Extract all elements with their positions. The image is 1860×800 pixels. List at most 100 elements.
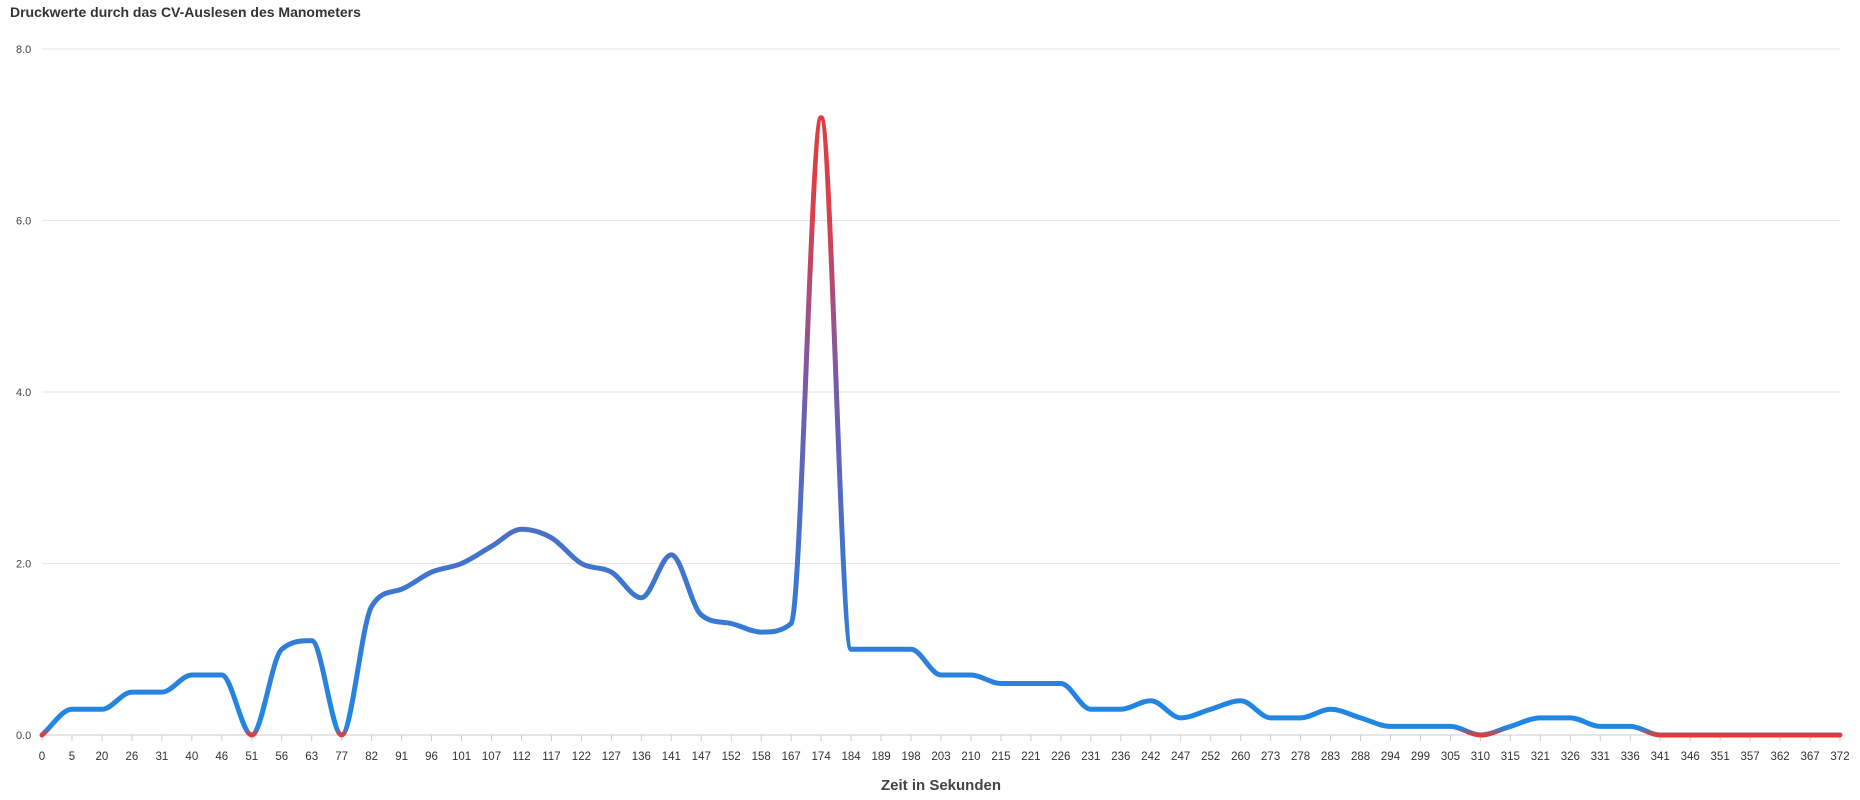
data-point[interactable] bbox=[368, 602, 376, 610]
data-point[interactable] bbox=[338, 731, 346, 739]
y-tick-label: 2.0 bbox=[16, 559, 31, 571]
x-tick-label: 127 bbox=[602, 751, 621, 763]
x-tick-label: 174 bbox=[812, 751, 832, 763]
data-point[interactable] bbox=[1297, 714, 1305, 722]
data-point[interactable] bbox=[1506, 722, 1514, 730]
data-point[interactable] bbox=[128, 688, 136, 696]
x-tick-label: 305 bbox=[1441, 751, 1460, 763]
data-point[interactable] bbox=[1327, 705, 1335, 713]
data-point[interactable] bbox=[1357, 714, 1365, 722]
data-point[interactable] bbox=[937, 671, 945, 679]
data-point[interactable] bbox=[847, 645, 855, 653]
data-point[interactable] bbox=[1806, 731, 1814, 739]
data-point[interactable] bbox=[38, 731, 46, 739]
x-tick-label: 294 bbox=[1381, 751, 1401, 763]
x-tick-label: 63 bbox=[305, 751, 318, 763]
data-point[interactable] bbox=[1147, 697, 1155, 705]
x-tick-label: 77 bbox=[335, 751, 348, 763]
data-point[interactable] bbox=[68, 705, 76, 713]
data-point[interactable] bbox=[1716, 731, 1724, 739]
data-point[interactable] bbox=[817, 114, 825, 122]
series-layer bbox=[38, 114, 1844, 739]
x-tick-label: 321 bbox=[1531, 751, 1550, 763]
x-tick-label: 136 bbox=[632, 751, 651, 763]
x-tick-label: 299 bbox=[1411, 751, 1430, 763]
data-point[interactable] bbox=[1387, 722, 1395, 730]
x-tick-label: 167 bbox=[782, 751, 801, 763]
data-point[interactable] bbox=[1207, 705, 1215, 713]
x-tick-label: 231 bbox=[1081, 751, 1100, 763]
data-point[interactable] bbox=[607, 568, 615, 576]
data-point[interactable] bbox=[428, 568, 436, 576]
data-point[interactable] bbox=[1656, 731, 1664, 739]
data-point[interactable] bbox=[98, 705, 106, 713]
data-point[interactable] bbox=[1746, 731, 1754, 739]
x-tick-labels: 0 5 20 26 31 40 46 51 56 63 77 82 91 96 101 107 112 117 12… bbox=[39, 735, 1850, 763]
data-point[interactable] bbox=[218, 671, 226, 679]
x-tick-label: 351 bbox=[1711, 751, 1730, 763]
data-point[interactable] bbox=[398, 585, 406, 593]
data-point[interactable] bbox=[877, 645, 885, 653]
data-point[interactable] bbox=[1566, 714, 1574, 722]
data-point[interactable] bbox=[547, 534, 555, 542]
data-point[interactable] bbox=[278, 645, 286, 653]
x-tick-label: 147 bbox=[692, 751, 711, 763]
data-point[interactable] bbox=[1596, 722, 1604, 730]
x-tick-label: 152 bbox=[722, 751, 741, 763]
x-axis-label: Zeit in Sekunden bbox=[881, 777, 1001, 794]
x-tick-label: 189 bbox=[871, 751, 890, 763]
x-tick-label: 203 bbox=[931, 751, 950, 763]
data-point[interactable] bbox=[1536, 714, 1544, 722]
x-tick-label: 122 bbox=[572, 751, 591, 763]
data-point[interactable] bbox=[787, 620, 795, 628]
data-point[interactable] bbox=[697, 611, 705, 619]
data-point[interactable] bbox=[158, 688, 166, 696]
x-tick-label: 210 bbox=[961, 751, 980, 763]
y-tick-labels: 0.0 2.0 4.0 6.0 8.0 bbox=[16, 44, 31, 742]
pressure-series-line bbox=[39, 115, 1843, 738]
data-point[interactable] bbox=[517, 525, 525, 533]
data-point[interactable] bbox=[1177, 714, 1185, 722]
chart-title: Druckwerte durch das CV-Auslesen des Man… bbox=[10, 4, 361, 20]
data-point[interactable] bbox=[1416, 722, 1424, 730]
data-point[interactable] bbox=[488, 542, 496, 550]
x-tick-label: 112 bbox=[512, 751, 530, 763]
x-tick-label: 336 bbox=[1621, 751, 1640, 763]
data-point[interactable] bbox=[1117, 705, 1125, 713]
x-tick-label: 310 bbox=[1471, 751, 1490, 763]
data-point[interactable] bbox=[577, 560, 585, 568]
data-point[interactable] bbox=[727, 620, 735, 628]
y-tick-label: 8.0 bbox=[16, 44, 31, 56]
data-point[interactable] bbox=[667, 551, 675, 559]
data-point[interactable] bbox=[1776, 731, 1784, 739]
x-tick-label: 242 bbox=[1141, 751, 1160, 763]
data-point[interactable] bbox=[1686, 731, 1694, 739]
x-tick-label: 96 bbox=[425, 751, 438, 763]
data-point[interactable] bbox=[1237, 697, 1245, 705]
data-point[interactable] bbox=[757, 628, 765, 636]
x-tick-label: 31 bbox=[155, 751, 168, 763]
data-point[interactable] bbox=[1836, 731, 1844, 739]
data-point[interactable] bbox=[637, 594, 645, 602]
data-point[interactable] bbox=[1446, 722, 1454, 730]
data-point[interactable] bbox=[188, 671, 196, 679]
x-tick-label: 107 bbox=[482, 751, 501, 763]
data-point[interactable] bbox=[308, 637, 316, 645]
data-point[interactable] bbox=[997, 680, 1005, 688]
x-tick-label: 26 bbox=[126, 751, 139, 763]
x-tick-label: 82 bbox=[365, 751, 378, 763]
data-point[interactable] bbox=[1087, 705, 1095, 713]
x-tick-label: 56 bbox=[275, 751, 288, 763]
data-point[interactable] bbox=[967, 671, 975, 679]
data-point[interactable] bbox=[907, 645, 915, 653]
data-point[interactable] bbox=[1626, 722, 1634, 730]
data-point[interactable] bbox=[1476, 731, 1484, 739]
data-point[interactable] bbox=[1267, 714, 1275, 722]
data-point[interactable] bbox=[458, 560, 466, 568]
data-point[interactable] bbox=[1027, 680, 1035, 688]
data-point[interactable] bbox=[248, 731, 256, 739]
x-tick-label: 184 bbox=[842, 751, 862, 763]
x-tick-label: 247 bbox=[1171, 751, 1190, 763]
data-point[interactable] bbox=[1057, 680, 1065, 688]
